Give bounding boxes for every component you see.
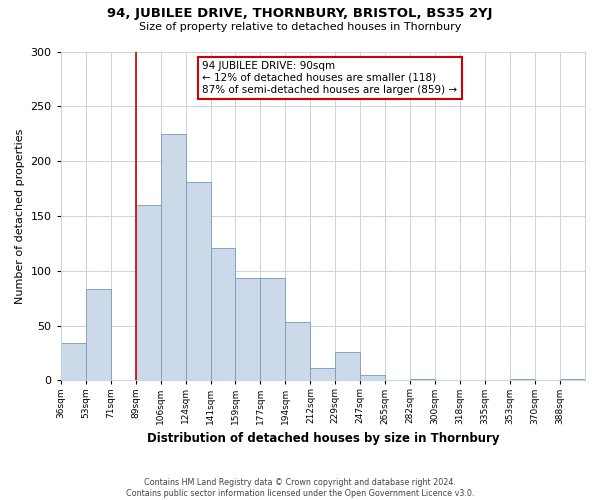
Bar: [310, 368, 335, 380]
Bar: [211, 248, 235, 380]
Bar: [61, 343, 86, 380]
Text: Size of property relative to detached houses in Thornbury: Size of property relative to detached ho…: [139, 22, 461, 32]
Bar: [286, 322, 310, 380]
X-axis label: Distribution of detached houses by size in Thornbury: Distribution of detached houses by size …: [146, 432, 499, 445]
Bar: [161, 134, 185, 380]
Text: 94 JUBILEE DRIVE: 90sqm
← 12% of detached houses are smaller (118)
87% of semi-d: 94 JUBILEE DRIVE: 90sqm ← 12% of detache…: [202, 62, 457, 94]
Bar: [361, 375, 385, 380]
Bar: [185, 182, 211, 380]
Bar: [136, 205, 161, 380]
Text: Contains HM Land Registry data © Crown copyright and database right 2024.
Contai: Contains HM Land Registry data © Crown c…: [126, 478, 474, 498]
Bar: [86, 290, 110, 380]
Y-axis label: Number of detached properties: Number of detached properties: [15, 128, 25, 304]
Text: 94, JUBILEE DRIVE, THORNBURY, BRISTOL, BS35 2YJ: 94, JUBILEE DRIVE, THORNBURY, BRISTOL, B…: [107, 8, 493, 20]
Bar: [260, 278, 286, 380]
Bar: [335, 352, 361, 380]
Bar: [235, 278, 260, 380]
